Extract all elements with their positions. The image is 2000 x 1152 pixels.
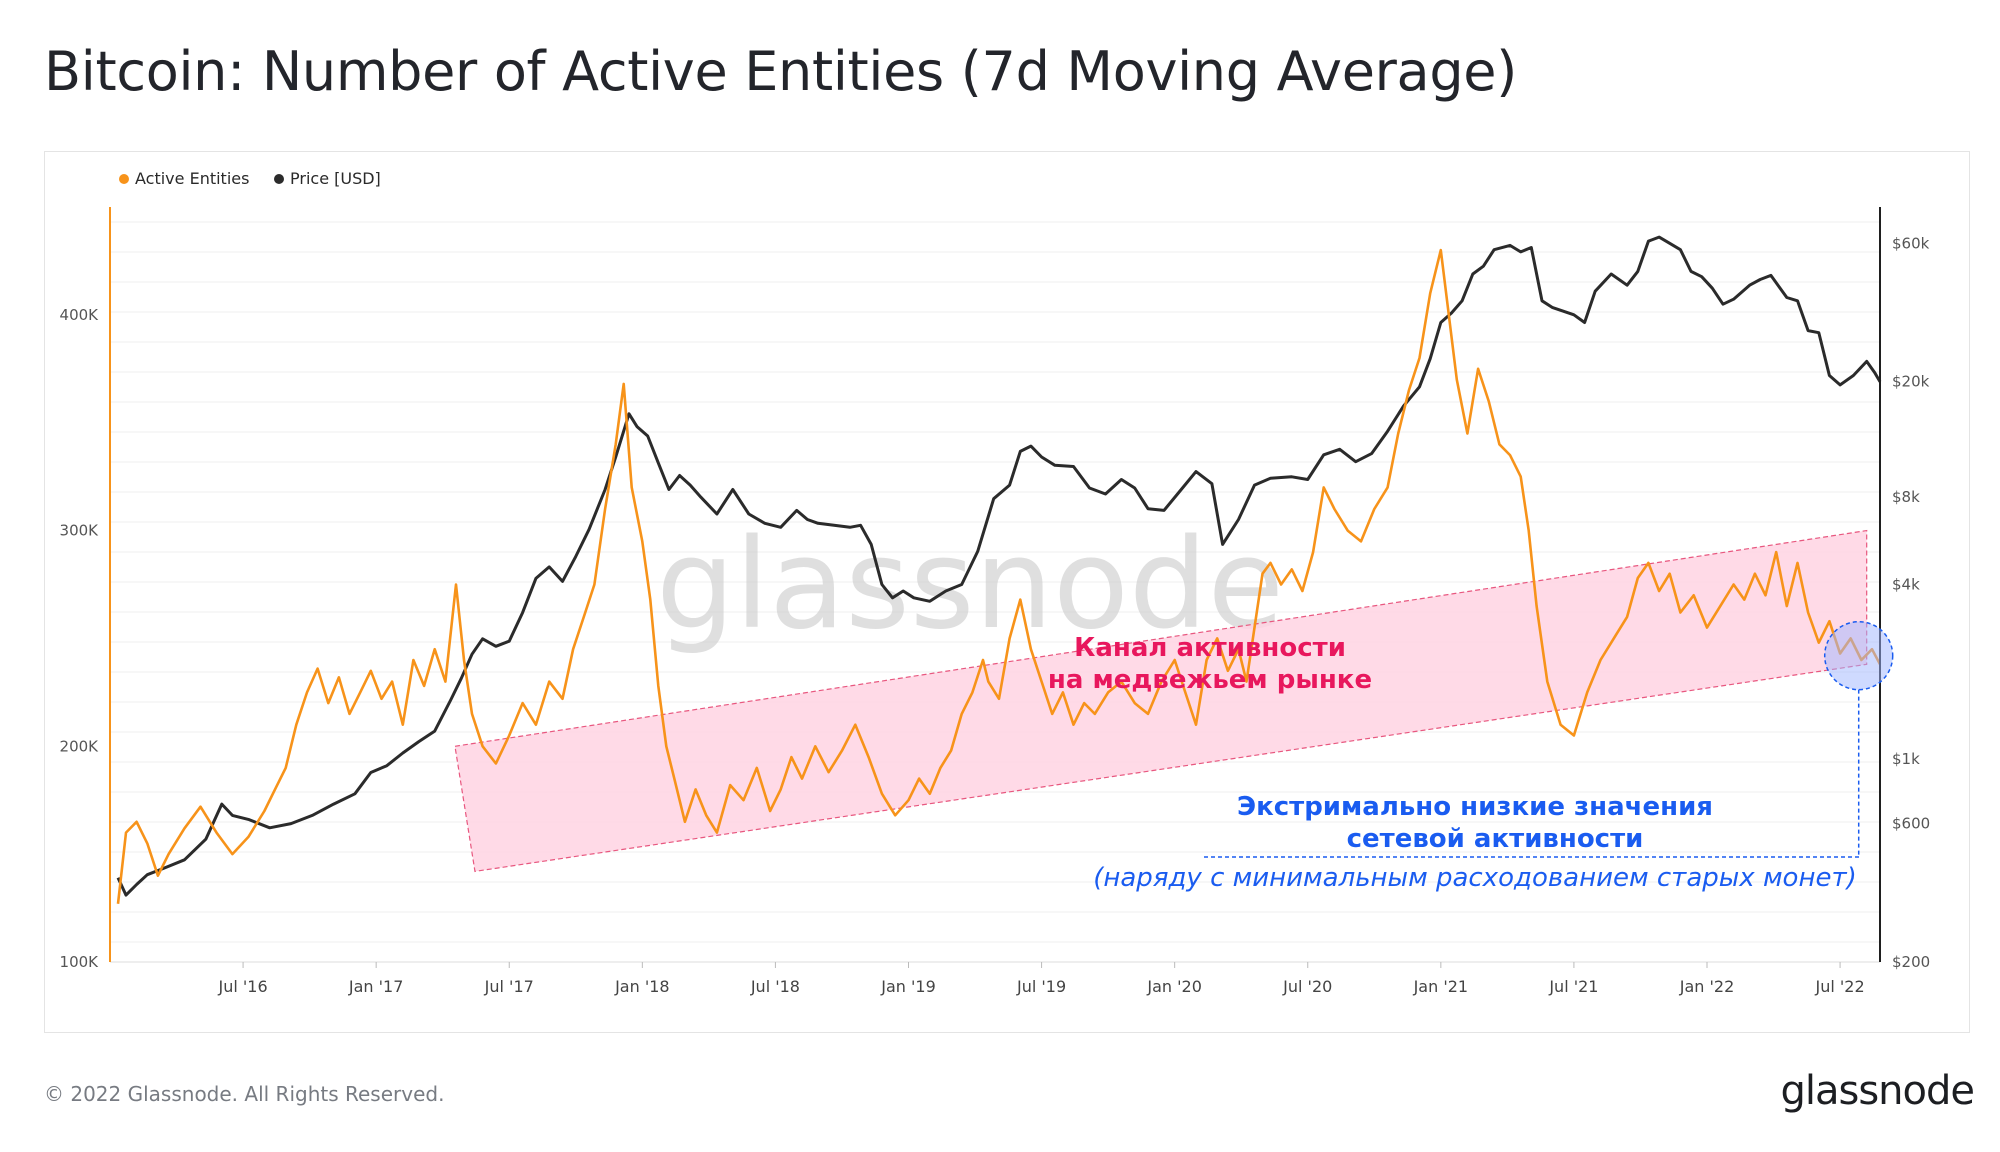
legend-label-price[interactable]: Price [USD] (290, 169, 381, 188)
low-annotation-note: (наряду с минимальным расходованием стар… (1093, 863, 1857, 893)
page-title: Bitcoin: Number of Active Entities (7d M… (44, 40, 1517, 103)
low-annotation-line1: Экстримально низкие значения (1237, 792, 1713, 822)
legend-dot-price (274, 174, 284, 184)
series-lines (116, 235, 1882, 904)
right-tick-label: $60k (1892, 234, 1930, 252)
x-tick-label: Jul '17 (484, 977, 534, 996)
right-tick-label: $600 (1892, 815, 1930, 833)
x-tick-label: Jan '17 (348, 977, 404, 996)
left-tick-label: 100K (60, 953, 100, 971)
x-tick-label: Jan '18 (614, 977, 670, 996)
price-line (116, 235, 1882, 897)
watermark: glassnode (656, 513, 1284, 657)
chart-svg[interactable]: Active Entities Price [USD] glassnode 10… (45, 152, 1971, 1034)
highlight-marker (1823, 620, 1894, 857)
chart-frame: Active Entities Price [USD] glassnode 10… (44, 151, 1970, 1033)
highlight-circle (1823, 620, 1894, 691)
x-tick-label: Jan '22 (1679, 977, 1735, 996)
footer-copyright: © 2022 Glassnode. All Rights Reserved. (44, 1082, 445, 1106)
x-tick-label: Jul '16 (218, 977, 268, 996)
active-entities-line (116, 248, 1882, 904)
x-tick-label: Jul '21 (1548, 977, 1598, 996)
channel-annotation-line1: Канал активности (1074, 633, 1346, 663)
legend-label-active-entities[interactable]: Active Entities (135, 169, 249, 188)
x-tick-label: Jan '20 (1146, 977, 1202, 996)
x-tick-label: Jan '19 (880, 977, 936, 996)
glassnode-logo[interactable]: glassnode (1780, 1068, 1975, 1114)
right-tick-label: $4k (1892, 576, 1920, 594)
x-tick-label: Jul '18 (750, 977, 800, 996)
x-tick-label: Jul '19 (1016, 977, 1066, 996)
right-tick-label: $1k (1892, 750, 1920, 768)
right-tick-label: $8k (1892, 488, 1920, 506)
low-annotation-line2: сетевой активности (1347, 824, 1644, 854)
left-tick-label: 200K (60, 737, 100, 755)
legend-dot-active-entities (119, 174, 129, 184)
x-tick-label: Jul '20 (1282, 977, 1332, 996)
right-tick-label: $200 (1892, 953, 1930, 971)
left-tick-label: 300K (60, 522, 100, 540)
channel-annotation-line2: на медвежьем рынке (1048, 665, 1372, 695)
x-axis-ticks: Jul '16 Jan '17 Jul '17 Jan '18 Jul '18 Jan '… (218, 962, 1865, 996)
left-tick-label: 400K (60, 306, 100, 324)
right-tick-label: $20k (1892, 373, 1930, 391)
right-axis-ticks: $200 $600 $1k $4k $8k $20k $60k (1892, 234, 1930, 971)
x-tick-label: Jul '22 (1814, 977, 1864, 996)
legend[interactable]: Active Entities Price [USD] (119, 169, 381, 188)
x-tick-label: Jan '21 (1413, 977, 1469, 996)
left-axis-ticks: 100K 200K 300K 400K (60, 306, 100, 971)
